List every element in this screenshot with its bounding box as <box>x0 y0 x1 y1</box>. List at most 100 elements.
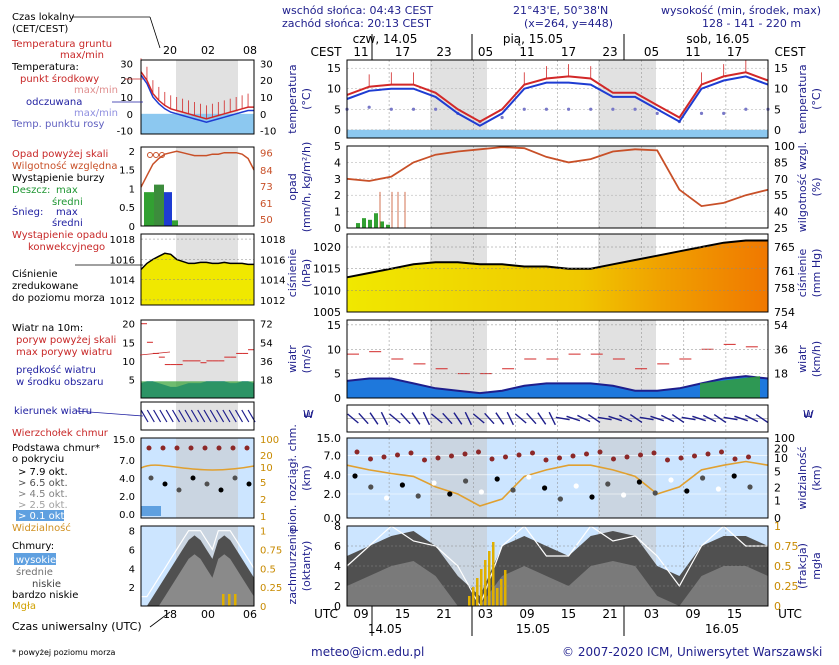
wind-direction-arrow <box>495 412 505 425</box>
legend-temp-ytick: 10 <box>120 93 133 104</box>
cloud-top-mark <box>651 450 657 456</box>
legend-cl-high: wysokie <box>16 555 56 566</box>
legend-vis-right-ytick: 10 <box>260 463 273 474</box>
top-hour-tick: 17 <box>727 45 742 59</box>
copyright: © 2007-2020 ICM, Uniwersytet Warszawski <box>562 645 823 659</box>
legend-storm: Wystąpienie burzy <box>12 173 105 184</box>
wind-direction-arrow <box>723 416 738 421</box>
legend-rain-mid: średni <box>52 196 83 208</box>
wind-direction-arrow <box>369 412 379 425</box>
legend-wind-direction-arrow <box>190 409 199 423</box>
cloud-base-mark <box>510 487 516 493</box>
wind-direction-arrow <box>555 416 570 421</box>
temp-right-ytick: 0 <box>774 124 781 137</box>
legend-panel-5-frame <box>140 437 255 519</box>
legend-wind-ytick: 5 <box>129 375 135 386</box>
cloud-base-mark <box>526 474 532 480</box>
legend-gust-max: max porywy wiatru <box>16 347 112 358</box>
legend-cloud-ytick: 8 <box>129 527 135 538</box>
precip-ytick: 1 <box>334 206 341 219</box>
dew-point-mark <box>611 107 615 111</box>
humidity-line <box>346 146 769 208</box>
legend-humidity-right-ytick: 61 <box>260 199 273 210</box>
axis-title-left: wiatr <box>286 345 299 373</box>
temp-ytick: 10 <box>327 83 341 96</box>
axis-title-right: wiatr <box>796 345 809 373</box>
email-link[interactable]: meteo@icm.edu.pl <box>311 645 425 659</box>
legend-temp-mid-sub: max/min <box>74 85 118 96</box>
vis-right-ytick: 100 <box>774 432 795 445</box>
wind-direction-arrow <box>464 411 473 426</box>
legend-press3: do poziomu morza <box>12 293 105 304</box>
legend-vis-right-ytick: 5 <box>260 478 266 489</box>
fog-bar <box>488 551 491 606</box>
dir-w-left: W <box>303 408 314 421</box>
main-panel-0-bg <box>347 60 768 138</box>
legend-precip-ytick: 1 <box>129 184 135 195</box>
cloud-mid-area <box>347 561 768 606</box>
legend-pointer-line <box>139 351 171 356</box>
axis-title-right-sub: (°C) <box>810 88 823 110</box>
cloud-ytick: 0 <box>334 600 341 613</box>
wind-direction-arrow <box>548 411 556 426</box>
legend-cloud-top-mark <box>188 445 194 451</box>
legend-wind-right-ytick: 72 <box>260 320 273 331</box>
cloud-top-mark <box>354 449 360 455</box>
axis-title-left: temperatura <box>286 64 299 133</box>
temp-right-ytick: 5 <box>774 103 781 116</box>
pressure-ytick: 1020 <box>313 241 341 254</box>
rain-bar <box>380 221 384 228</box>
legend-okt-label: > 4.5 okt. <box>18 489 68 500</box>
top-tz-right: CEST <box>775 45 807 59</box>
legend-temp-right-ytick: 30 <box>260 59 273 70</box>
cloud-base-mark <box>399 482 405 488</box>
axis-title-right-sub: (mm Hg) <box>810 249 823 298</box>
legend-wind-direction-arrow <box>146 409 155 423</box>
wind-direction-arrow <box>380 411 389 426</box>
legend-wind-direction-arrow <box>184 409 193 423</box>
cloud-top-mark <box>557 455 562 461</box>
humidity-right-ytick: 85 <box>774 156 788 169</box>
axis-title-right: widzialność <box>796 446 809 509</box>
legend-wind-direction-arrow <box>222 409 231 423</box>
rain-bar <box>386 224 390 228</box>
legend-panel-3-frame <box>140 319 255 399</box>
dew-point-mark <box>589 107 593 111</box>
legend-temp-title: Temperatura: <box>11 62 79 73</box>
humidity-right-ytick: 40 <box>774 206 788 219</box>
main-panel-3-frame <box>346 319 769 399</box>
vis-right-ytick: 10 <box>774 452 788 465</box>
top-hour-tick: 05 <box>644 45 659 59</box>
legend-panel-0-frame <box>140 59 255 135</box>
legend-wind-direction-arrow <box>140 409 149 423</box>
top-hour-tick: 23 <box>436 45 451 59</box>
pressure-line <box>346 239 768 279</box>
legend-snow: Śnieg: <box>12 205 43 218</box>
legend-pressure-line <box>140 252 254 271</box>
legend-visibility: Widzialność <box>12 522 71 534</box>
vis-right-ytick: 5 <box>774 466 781 479</box>
cloud-base-mark <box>700 475 706 481</box>
legend-cloud-base-mark <box>190 475 196 481</box>
pressure-ytick: 1015 <box>313 263 341 276</box>
wind-speed-line <box>346 375 769 395</box>
temp-mid-line <box>346 71 769 123</box>
legend-panel-1-night-band <box>176 147 238 226</box>
cloud-right-ytick: 1 <box>774 520 781 533</box>
wind-right-ytick: 18 <box>774 368 788 381</box>
axis-title-right: (frakcja) <box>796 543 809 589</box>
main-panel-6-frame <box>346 525 769 607</box>
wind-direction-arrow <box>347 413 359 424</box>
fog-bar <box>492 542 495 606</box>
bottom-hour-tick: 21 <box>436 607 451 621</box>
legend-wind-direction-arrow <box>216 409 225 423</box>
legend-wind-ytick: 15 <box>122 338 135 349</box>
legend-bottom-hour: 06 <box>243 608 257 621</box>
cloud-top-mark <box>408 450 414 456</box>
legend-time-local-sub: (CET/CEST) <box>12 24 68 35</box>
wind-right-ytick: 36 <box>774 343 788 356</box>
legend-vis-right-ytick: 2 <box>260 495 266 506</box>
wind-direction-arrow <box>358 412 369 425</box>
dew-point-mark <box>434 107 438 111</box>
legend-bottom-hour: 00 <box>201 608 215 621</box>
